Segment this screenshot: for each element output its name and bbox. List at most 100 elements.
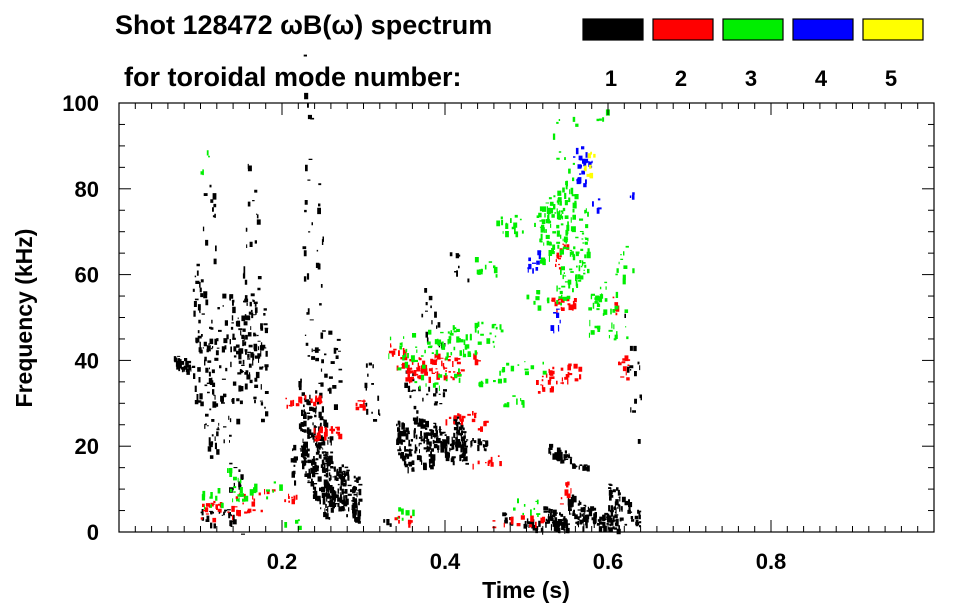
spectrum-blob-mode-3 [503,395,525,408]
legend-swatch-mode-5 [862,18,924,41]
spectrum-blob-mode-3 [559,208,591,306]
spectrum-blob-mode-2 [473,351,481,366]
spectrum-blob-mode-4 [629,192,635,200]
spectrum-blob-mode-2 [559,481,572,505]
spectrum-blob-mode-1 [523,518,544,535]
spectrum-blob-mode-2 [200,489,276,523]
y-tick-label: 40 [75,348,99,373]
spectrum-blob-mode-3 [596,109,610,122]
spectrum-blob-mode-4 [573,146,585,161]
spectrum-blob-mode-3 [616,245,635,285]
spectrum-blob-mode-2 [313,426,343,442]
spectrum-blob-mode-2 [394,515,413,528]
spectrum-blob-mode-1 [567,494,591,532]
spectrum-blob-mode-2 [555,243,570,270]
y-tick-label: 0 [87,520,99,545]
spectrum-blob-mode-3 [397,507,415,521]
axes: 0.2 0.4 0.6 0.8 0 20 40 60 80 100 [62,91,934,574]
spectrum-blob-mode-3 [474,257,498,278]
spectrum-blob-mode-1 [323,451,363,524]
spectrum-blob-mode-2 [477,420,489,432]
spectrum-blob-mode-5 [583,164,594,179]
spectrum-blob-mode-1 [173,355,196,375]
y-axis-label: Frequency (kHz) [11,229,37,408]
spectrum-blob-mode-3 [496,214,524,238]
spectrum-blob-mode-1 [364,362,381,422]
x-tick-label: 0.6 [593,549,624,574]
spectrum-blob-mode-1 [192,263,220,459]
spectrum-blob-mode-3 [414,368,462,391]
spectrum-blob-mode-3 [513,498,541,517]
spectrum-blob-mode-1 [298,378,334,520]
spectrum-blob-mode-2 [536,363,583,394]
series-mode-1 [173,54,642,535]
y-tick-label: 80 [75,177,99,202]
series-mode-4 [527,146,635,334]
spectrum-blob-mode-4 [576,177,582,184]
spectrum-blob-mode-2 [492,515,546,529]
legend-label-mode-2: 2 [675,66,687,91]
spectrum-blob-mode-5 [587,151,596,159]
legend-label-mode-4: 4 [815,66,828,91]
spectrum-blob-mode-2 [355,399,366,411]
spectrum-blob-mode-3 [478,361,547,388]
spectrum-blob-mode-3 [526,285,563,311]
spectrum-blob-mode-1 [461,438,489,452]
legend-label-mode-1: 1 [605,66,617,91]
spectrum-blob-mode-1 [453,416,469,465]
spectrum-blob-mode-3 [608,309,629,341]
spectrum-blob-mode-4 [576,152,593,188]
spectrum-blob-mode-1 [302,54,326,472]
plot-frame [118,102,935,533]
spectrum-blob-mode-1 [571,463,590,472]
spectrum-blob-mode-4 [550,308,561,334]
spectrum-blob-mode-2 [472,455,502,470]
legend-swatch-mode-1 [582,18,644,41]
spectrum-blob-mode-4 [527,250,542,274]
spectrum-blob-mode-3 [227,468,242,484]
spectrum-blob-mode-3 [388,321,504,371]
y-tick-label: 60 [75,263,99,288]
spectrum-blob-mode-1 [433,422,456,466]
x-tick-label: 0.4 [430,549,461,574]
series-mode-3 [200,109,635,530]
spectrum-blob-mode-1 [218,509,237,527]
spectrum-blob-mode-1 [290,444,298,486]
legend-swatch-mode-2 [652,18,714,41]
series-mode-2 [200,243,631,529]
spectrum-blob-mode-1 [608,483,633,526]
x-tick-label: 0.8 [756,549,787,574]
spectrum-blob-mode-3 [538,177,579,266]
spectrum-blob-mode-2 [405,364,448,384]
legend-swatch-mode-3 [722,18,784,41]
spectrum-blob-mode-4 [592,198,602,214]
spectrum-blob-mode-1 [587,506,624,535]
spectrum-blob-mode-2 [445,411,477,426]
spectrum-blob-mode-1 [262,308,269,417]
spectrum-blob-mode-1 [383,519,392,527]
series-mode-5 [583,151,596,179]
spectrum-blob-mode-1 [202,184,217,265]
spectrum-blob-mode-1 [543,506,570,534]
spectrum-blob-mode-1 [449,252,470,283]
legend-label-mode-5: 5 [885,66,897,91]
data-layer [173,54,642,535]
spectrum-blob-mode-1 [229,294,249,390]
spectrum-blob-mode-1 [502,512,514,526]
spectrum-blob-mode-1 [241,266,265,423]
legend-label-mode-3: 3 [745,66,757,91]
spectrum-blob-mode-1 [315,330,343,410]
spectrum-blob-mode-3 [200,150,210,176]
spectrum-blob-mode-2 [618,355,631,381]
spectrum-blob-mode-1 [200,509,216,529]
spectrum-blob-mode-2 [388,343,397,357]
spectrum-blob-mode-2 [551,297,577,314]
spectrum-blob-mode-3 [201,481,283,510]
spectrum-blob-mode-1 [396,420,415,474]
spectrum-blob-mode-3 [284,519,302,530]
y-tick-label: 20 [75,434,99,459]
x-axis-label: Time (s) [482,577,570,603]
spectrum-blob-mode-1 [548,443,573,465]
spectrum-blob-mode-1 [628,506,642,528]
